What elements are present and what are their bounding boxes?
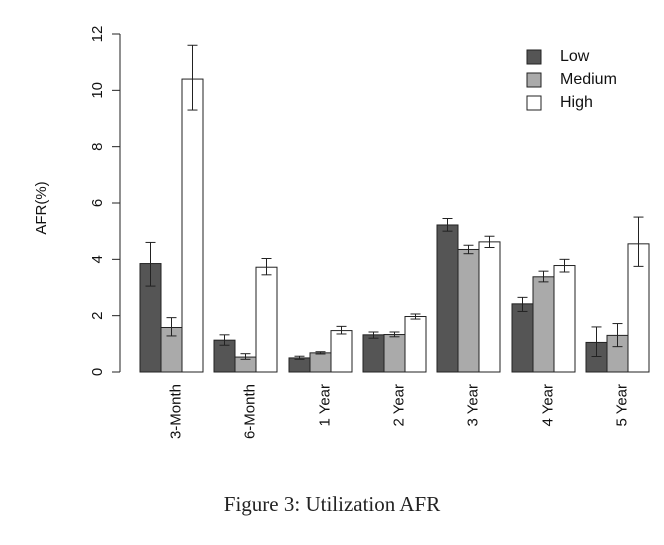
bar [404, 316, 427, 373]
y-tick-label: 6 [89, 199, 106, 207]
legend-swatch [526, 95, 542, 111]
bar-group [362, 313, 427, 373]
bar [309, 352, 332, 373]
legend-swatch [526, 49, 542, 65]
bar [436, 224, 459, 373]
bar-group [436, 217, 501, 373]
x-tick-label: 6-Month [241, 384, 258, 439]
bar [330, 330, 353, 373]
bar-group [585, 216, 650, 373]
bar-group [511, 258, 576, 373]
x-tick-labels: 3-Month 6-Month 1 Year 2 Year 3 Year 4 Year 5 … [167, 384, 630, 439]
legend-swatch [526, 72, 542, 88]
bar [532, 276, 555, 373]
y-tick-label: 2 [89, 311, 106, 319]
bar [457, 248, 480, 373]
y-tick-label: 0 [89, 368, 106, 376]
x-tick-label: 3-Month [167, 384, 184, 439]
y-axis: 0 2 4 6 8 10 12 [89, 26, 121, 376]
bars [139, 44, 650, 373]
bar [362, 334, 385, 373]
y-tick-label: 4 [89, 255, 106, 263]
bar-chart: 0 2 4 6 8 10 12 AFR(%) 3-Month 6-Month 1 Year 2 Y… [33, 26, 650, 439]
legend-label: High [560, 94, 593, 111]
y-tick-label: 10 [89, 82, 106, 99]
bar [255, 266, 278, 373]
bar-group [288, 325, 353, 373]
x-tick-label: 2 Year [390, 384, 407, 427]
bar [181, 78, 204, 373]
y-tick-label: 8 [89, 142, 106, 150]
legend-label: Medium [560, 71, 617, 88]
y-axis-label: AFR(%) [33, 181, 50, 234]
x-tick-label: 4 Year [539, 384, 556, 427]
legend-label: Low [560, 48, 590, 65]
x-tick-label: 1 Year [316, 384, 333, 427]
bar [288, 357, 311, 373]
bar-group [139, 44, 204, 373]
y-tick-label: 12 [89, 26, 106, 43]
bar [553, 265, 576, 373]
x-tick-label: 5 Year [613, 384, 630, 427]
x-tick-label: 3 Year [464, 384, 481, 427]
bar [383, 334, 406, 373]
bar-group [213, 257, 278, 373]
bar [478, 241, 501, 373]
legend: Low Medium High [526, 48, 617, 111]
figure-caption: Figure 3: Utilization AFR [223, 492, 441, 516]
bar [511, 303, 534, 373]
